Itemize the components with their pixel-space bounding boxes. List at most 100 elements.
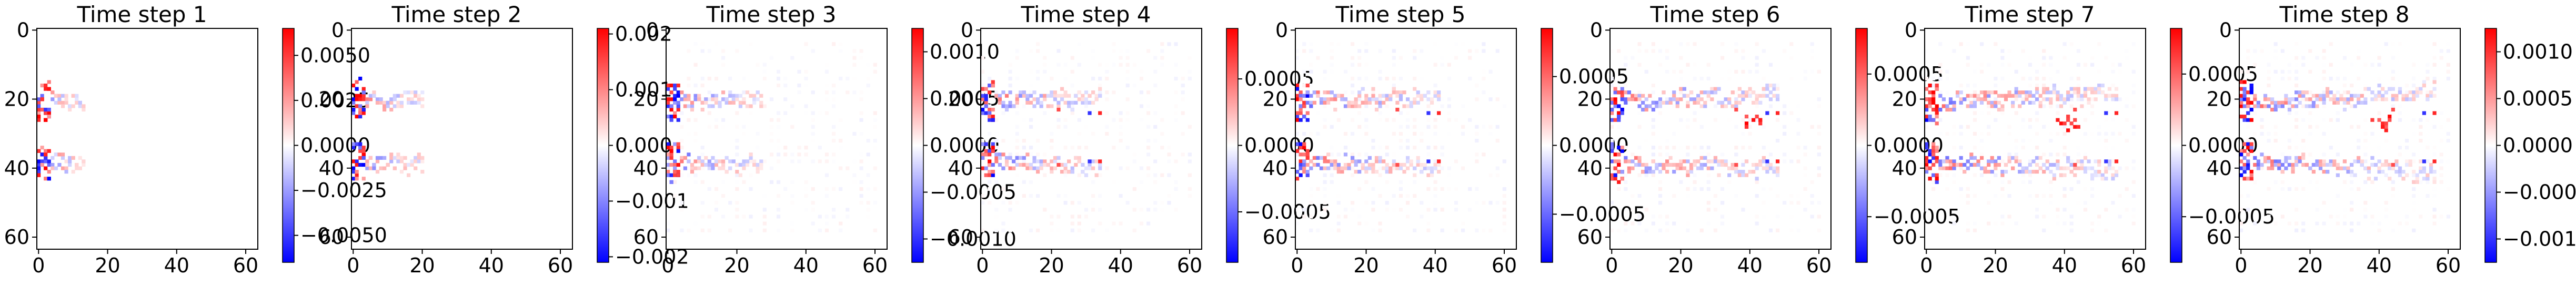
heatmap-cell xyxy=(752,162,757,167)
heatmap-cell xyxy=(2401,94,2406,98)
heatmap-cell xyxy=(707,104,711,108)
heatmap-cell xyxy=(1119,49,1123,53)
heatmap-cell xyxy=(1364,49,1368,53)
heatmap-cell xyxy=(1364,125,1368,129)
heatmap-cell xyxy=(2298,94,2302,98)
heatmap-cell xyxy=(1119,125,1123,129)
heatmap-cell xyxy=(1973,228,1977,232)
heatmap-cell xyxy=(75,162,79,167)
colorbar-tick-label: 0.0000 xyxy=(2503,134,2573,157)
heatmap-cell xyxy=(1817,201,1821,205)
heatmap-cell xyxy=(1091,166,1095,170)
heatmap-cell xyxy=(2100,90,2105,95)
heatmap-cell xyxy=(2104,56,2108,60)
heatmap-cell xyxy=(403,90,407,95)
heatmap-cell xyxy=(676,84,680,88)
heatmap-cell xyxy=(1817,104,1821,108)
heatmap-cell xyxy=(1188,125,1192,129)
heatmap-cell xyxy=(2111,177,2115,181)
heatmap-cell xyxy=(1693,97,1697,101)
heatmap-cell xyxy=(1426,125,1431,129)
heatmap-cell xyxy=(1067,94,1071,98)
heatmap-cell xyxy=(1627,159,1631,164)
heatmap-cell xyxy=(1060,94,1064,98)
heatmap-cell xyxy=(859,111,863,115)
heatmap-cell xyxy=(873,125,877,129)
heatmap-cell xyxy=(2315,104,2319,108)
heatmap-cell xyxy=(1299,97,1303,101)
heatmap-cell xyxy=(735,173,739,177)
heatmap-cell xyxy=(1475,152,1479,157)
heatmap-cell xyxy=(1022,94,1026,98)
heatmap-cell xyxy=(742,215,746,219)
heatmap-cell xyxy=(1153,201,1158,205)
heatmap-cell xyxy=(2284,159,2288,164)
heatmap-cell xyxy=(414,94,418,98)
heatmap-cell xyxy=(2329,90,2333,95)
heatmap-cell xyxy=(2069,221,2074,226)
heatmap-cell xyxy=(1063,90,1068,95)
heatmap-cell xyxy=(1734,90,1738,95)
heatmap-cell xyxy=(2363,152,2368,157)
heatmap-cell xyxy=(1364,170,1368,174)
heatmap-cell xyxy=(1125,125,1130,129)
heatmap-cell xyxy=(707,166,711,170)
heatmap-cell xyxy=(2056,208,2060,212)
heatmap-cell xyxy=(2253,97,2257,101)
heatmap-cell xyxy=(1686,152,1690,157)
heatmap-cell xyxy=(78,156,82,160)
heatmap-cell xyxy=(1070,56,1074,60)
heatmap-cell xyxy=(1330,166,1334,170)
heatmap-cell xyxy=(1768,152,1773,157)
heatmap-cell xyxy=(1613,87,1617,91)
heatmap-cell xyxy=(1146,208,1151,212)
heatmap-cell xyxy=(2412,173,2416,177)
heatmap-cell xyxy=(2007,180,2011,184)
heatmap-cell xyxy=(1364,159,1368,164)
heatmap-cell xyxy=(2080,166,2084,170)
heatmap-cell xyxy=(2357,49,2361,53)
heatmap-cell xyxy=(68,159,72,164)
heatmap-cell xyxy=(1634,162,1638,167)
heatmap-cell xyxy=(2011,166,2015,170)
heatmap-cell xyxy=(1475,139,1479,143)
heatmap-cell xyxy=(2125,104,2129,108)
heatmap-cell xyxy=(2308,69,2312,74)
heatmap-cell xyxy=(1354,104,1358,108)
heatmap-cell xyxy=(2125,208,2129,212)
heatmap-cell xyxy=(1395,166,1400,170)
heatmap-cell xyxy=(1762,146,1766,150)
heatmap-cell xyxy=(1741,69,1745,74)
heatmap-cell xyxy=(2131,90,2136,95)
heatmap-cell xyxy=(1925,146,1929,150)
heatmap-cell xyxy=(866,139,870,143)
heatmap-cell xyxy=(1789,56,1794,60)
heatmap-cell xyxy=(2028,125,2032,129)
heatmap-cell xyxy=(1416,94,1420,98)
heatmap-cell xyxy=(1426,118,1431,122)
heatmap-cell xyxy=(2273,97,2278,101)
heatmap-cell xyxy=(832,215,836,219)
heatmap-cell xyxy=(1810,42,1814,46)
heatmap-cell xyxy=(1931,90,1936,95)
heatmap-cell xyxy=(666,170,670,174)
heatmap-cell xyxy=(417,152,421,157)
heatmap-cell xyxy=(1015,104,1019,108)
heatmap-cell xyxy=(1022,162,1026,167)
heatmap-cell xyxy=(1008,159,1012,164)
heatmap-cell xyxy=(1333,166,1337,170)
heatmap-cell xyxy=(1406,111,1410,115)
heatmap-cell xyxy=(2346,100,2350,105)
heatmap-cell xyxy=(811,187,815,191)
heatmap-cell xyxy=(1925,170,1929,174)
heatmap-cell xyxy=(2381,162,2385,167)
heatmap-cell xyxy=(1447,131,1451,136)
heatmap-cell xyxy=(832,152,836,157)
heatmap-cell xyxy=(2118,166,2122,170)
heatmap-cell xyxy=(735,208,739,212)
heatmap-cell xyxy=(372,166,376,170)
heatmap-cell xyxy=(1316,111,1320,115)
heatmap-cell xyxy=(1925,76,1929,81)
heatmap-cell xyxy=(762,76,767,81)
heatmap-cell xyxy=(728,69,732,74)
